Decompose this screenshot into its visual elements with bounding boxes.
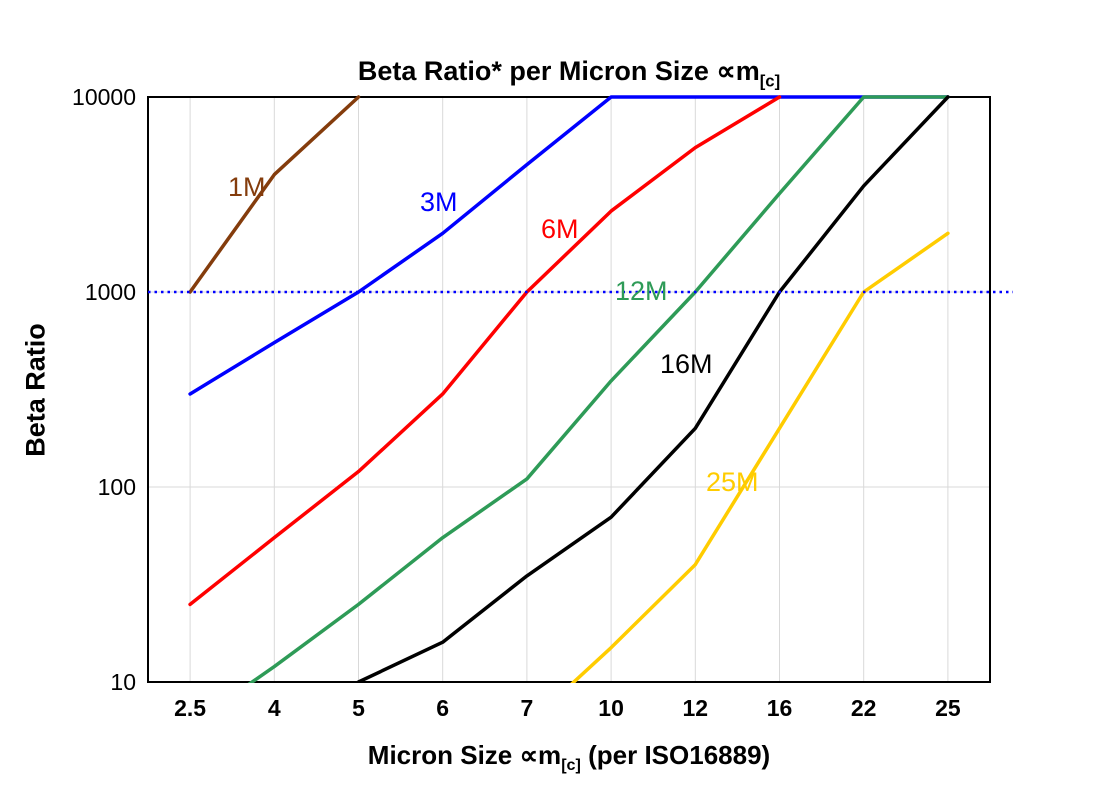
x-tick-label: 4 <box>268 695 281 721</box>
series-line-12M <box>247 95 950 683</box>
x-axis-title-symbol: ∝m <box>519 740 562 770</box>
x-tick-label: 7 <box>521 695 534 721</box>
x-tick-label: 6 <box>436 695 449 721</box>
y-tick-label: 10000 <box>72 84 136 110</box>
series-line-1M <box>188 95 361 294</box>
x-tick-label: 12 <box>683 695 709 721</box>
x-tick-label: 22 <box>851 695 877 721</box>
y-tick-label: 1000 <box>85 279 136 305</box>
chart-title-subscript: [c] <box>759 71 781 91</box>
chart-title-symbol: ∝m <box>716 56 760 86</box>
series-line-6M <box>188 95 782 607</box>
x-tick-label: 2.5 <box>174 695 206 721</box>
x-axis-title-subscript: [c] <box>561 756 581 775</box>
chart-title-main: Beta Ratio* per Micron Size <box>357 56 717 86</box>
x-tick-label: 5 <box>352 695 365 721</box>
series-label-25M: 25M <box>706 467 759 497</box>
y-tick-label: 100 <box>98 474 136 500</box>
x-axis-title-pre: Micron Size <box>367 740 520 770</box>
series-label-6M: 6M <box>541 214 579 244</box>
chart-title: Beta Ratio* per Micron Size ∝m[c] <box>148 56 990 91</box>
series-line-3M <box>188 95 950 396</box>
x-tick-label: 10 <box>598 695 624 721</box>
plot-border <box>147 96 991 683</box>
x-axis-title: Micron Size ∝m[c] (per ISO16889) <box>148 740 990 775</box>
series-line-16M <box>352 95 950 683</box>
series-group <box>188 95 950 683</box>
series-label-16M: 16M <box>660 349 713 379</box>
y-tick-label: 10 <box>110 669 136 695</box>
series-label-3M: 3M <box>420 187 458 217</box>
x-axis-title-post: (per ISO16889) <box>580 740 771 770</box>
series-label-1M: 1M <box>228 172 266 202</box>
series-line-25M <box>570 231 950 683</box>
x-tick-label: 25 <box>935 695 961 721</box>
x-tick-label: 16 <box>767 695 793 721</box>
series-label-12M: 12M <box>615 276 668 306</box>
